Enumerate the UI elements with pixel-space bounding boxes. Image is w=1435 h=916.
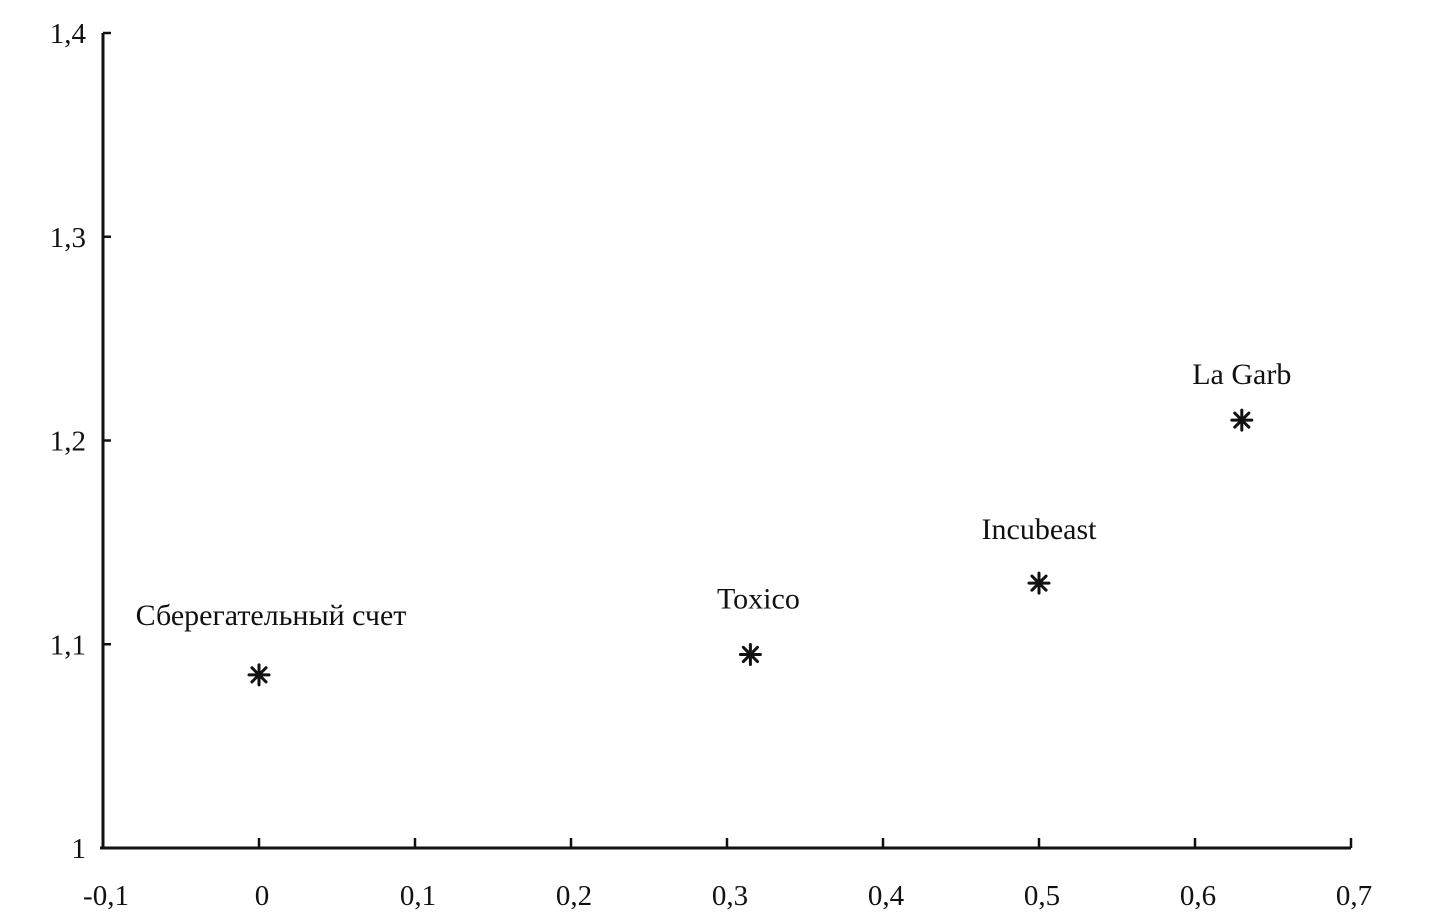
data-point-label: Incubeast — [982, 513, 1098, 546]
data-point-marker — [738, 642, 762, 666]
data-points: Сберегательный счет Toxico Incubeast La Gar… — [136, 358, 1291, 687]
x-tick-label: 0 — [255, 880, 270, 912]
y-tick-label: 1,3 — [50, 222, 86, 254]
x-ticks: -0,1 0 0,1 0,2 0,3 0,4 0,5 0,6 0,7 — [83, 838, 1372, 912]
y-tick-label: 1,1 — [50, 629, 86, 661]
x-tick-label: 0,4 — [868, 880, 905, 912]
y-ticks: 1 1,1 1,2 1,3 1,4 — [50, 18, 111, 865]
data-point-marker — [247, 663, 271, 687]
x-tick-label: 0,1 — [400, 880, 436, 912]
data-point-marker — [1027, 571, 1051, 595]
y-tick-label: 1,2 — [50, 426, 86, 458]
x-tick-label: 0,3 — [712, 880, 748, 912]
data-point-marker — [1230, 408, 1254, 432]
data-point-label: La Garb — [1192, 358, 1291, 391]
y-tick-label: 1,4 — [50, 18, 87, 50]
data-point-label: Сберегательный счет — [136, 599, 407, 632]
y-tick-label: 1 — [72, 833, 87, 865]
x-tick-label: -0,1 — [83, 880, 129, 912]
chart-axes — [100, 33, 1351, 850]
x-tick-label: 0,7 — [1336, 880, 1372, 912]
x-tick-label: 0,2 — [556, 880, 592, 912]
x-tick-label: 0,6 — [1180, 880, 1216, 912]
x-tick-label: 0,5 — [1024, 880, 1060, 912]
data-point-label: Toxico — [717, 582, 800, 615]
